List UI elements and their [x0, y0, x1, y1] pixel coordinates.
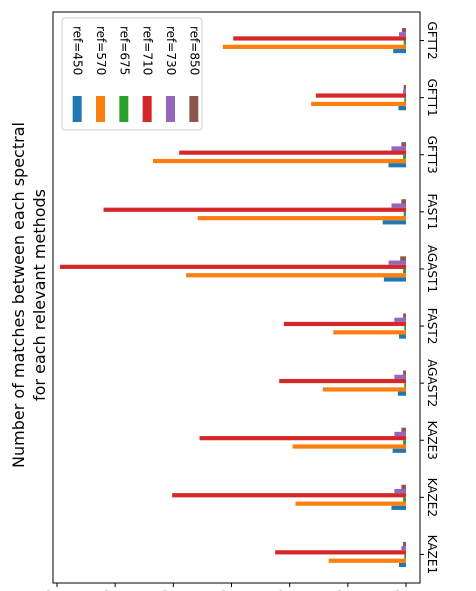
bar-ref=710-KAZE3	[199, 436, 406, 441]
bar-ref=450-KAZE3	[392, 448, 406, 453]
bar-ref=850-AGAST2	[403, 370, 406, 375]
bar-ref=730-FAST2	[394, 317, 406, 322]
bar-ref=675-KAZE3	[403, 440, 406, 445]
legend-label-ref=710: ref=710	[141, 26, 155, 75]
bar-ref=710-AGAST1	[59, 264, 407, 269]
bar-ref=675-KAZE1	[404, 554, 406, 559]
legend-swatch-ref=450	[72, 96, 82, 122]
legend-swatch-ref=570	[96, 96, 105, 122]
bar-ref=570-GFTT2	[222, 44, 406, 49]
category-label: GFTT2	[425, 22, 439, 60]
bar-ref=710-KAZE2	[172, 493, 406, 498]
bar-ref=730-KAZE1	[401, 546, 406, 551]
bar-ref=710-AGAST2	[279, 378, 406, 384]
bar-ref=710-FAST2	[283, 321, 406, 327]
axis-title-line-1: Number of matches between each spectral	[9, 122, 28, 468]
bar-ref=570-AGAST1	[186, 273, 406, 278]
bar-ref=570-KAZE3	[292, 444, 406, 449]
bar-ref=570-GFTT3	[152, 158, 406, 164]
category-label: KAZE1	[425, 535, 439, 574]
bar-ref=450-AGAST2	[397, 391, 406, 396]
value-axis-ticks: 0100200300400500600	[42, 583, 407, 591]
axis-title-line-2: for each relevant methods	[30, 189, 49, 401]
bar-ref=675-KAZE2	[403, 497, 406, 502]
legend-label-ref=730: ref=730	[164, 26, 178, 75]
category-label: GFTT1	[425, 79, 439, 117]
bar-ref=450-KAZE2	[391, 505, 406, 510]
category-label: FAST2	[425, 308, 439, 345]
bar-ref=710-FAST1	[103, 207, 407, 212]
bar-ref=675-GFTT1	[404, 97, 406, 102]
bar-ref=570-AGAST2	[322, 387, 406, 392]
legend-swatch-ref=730	[166, 96, 175, 122]
bar-ref=675-AGAST1	[403, 268, 406, 274]
bar-ref=730-KAZE3	[394, 431, 406, 437]
bar-ref=850-FAST2	[403, 313, 406, 318]
bar-ref=570-FAST1	[197, 216, 406, 221]
legend-label-ref=450: ref=450	[71, 26, 85, 75]
bar-ref=730-GFTT3	[391, 146, 406, 151]
bar-ref=450-FAST2	[399, 334, 406, 339]
plot-frame	[52, 11, 421, 584]
plot-area	[52, 11, 424, 584]
bar-ref=675-FAST2	[404, 326, 406, 331]
bar-ref=450-KAZE1	[399, 562, 406, 568]
bar-ref=850-GFTT2	[401, 27, 406, 33]
bar-ref=730-GFTT2	[399, 32, 406, 37]
bar-ref=675-FAST1	[403, 211, 406, 217]
bar-ref=450-GFTT1	[398, 106, 406, 111]
legend-swatch-ref=710	[142, 96, 152, 122]
bar-ref=850-GFTT1	[403, 85, 406, 90]
bar-ref=850-FAST1	[401, 199, 406, 204]
bar-ref=570-KAZE2	[295, 501, 406, 506]
bar-ref=730-AGAST2	[394, 374, 406, 379]
bar-ref=675-GFTT2	[403, 40, 406, 45]
bar-ref=730-AGAST1	[388, 260, 406, 265]
legend-swatch-ref=850	[189, 96, 199, 122]
category-label: GFTT3	[425, 136, 439, 174]
bar-ref=450-FAST1	[382, 220, 406, 225]
bar-ref=730-GFTT1	[403, 89, 406, 94]
category-label: KAZE3	[425, 421, 439, 460]
legend-swatch-ref=675	[119, 96, 129, 122]
category-label: KAZE2	[425, 478, 439, 517]
category-axis-labels: KAZE1 KAZE2 KAZE3 AGAST2 FAST2 AGAST1 FAST1 GFT…	[425, 22, 439, 575]
category-label: AGAST2	[425, 359, 439, 407]
bar-ref=450-GFTT3	[388, 163, 406, 168]
legend: ref=450 ref=570 ref=675 ref=710 ref=730 ref=8…	[61, 17, 203, 131]
bar-ref=730-KAZE2	[394, 488, 406, 494]
legend-label-ref=850: ref=850	[187, 26, 201, 75]
bar-ref=570-KAZE1	[328, 558, 406, 563]
bar-ref=710-KAZE1	[275, 550, 406, 555]
bar-ref=730-FAST1	[391, 203, 406, 208]
bar-ref=710-GFTT2	[233, 36, 406, 41]
bar-ref=850-KAZE2	[401, 484, 406, 489]
bar-ref=850-AGAST1	[400, 256, 406, 261]
bar-ref=710-GFTT1	[315, 93, 406, 98]
category-label: FAST1	[425, 194, 439, 231]
legend-label-ref=675: ref=675	[117, 26, 131, 75]
legend-label-ref=570: ref=570	[94, 26, 108, 75]
bar-ref=675-GFTT3	[403, 154, 406, 159]
bar-ref=850-KAZE1	[403, 541, 406, 547]
bar-ref=450-AGAST1	[383, 277, 406, 282]
bar-ref=450-GFTT2	[393, 48, 406, 54]
bar-ref=710-GFTT3	[179, 150, 406, 155]
bar-ref=850-KAZE3	[401, 427, 406, 432]
category-label: AGAST1	[425, 245, 439, 293]
bar-ref=570-GFTT1	[311, 101, 406, 107]
bar-ref=675-AGAST2	[404, 383, 406, 388]
bar-ref=570-FAST2	[333, 330, 406, 335]
bar-ref=850-GFTT3	[401, 142, 406, 147]
